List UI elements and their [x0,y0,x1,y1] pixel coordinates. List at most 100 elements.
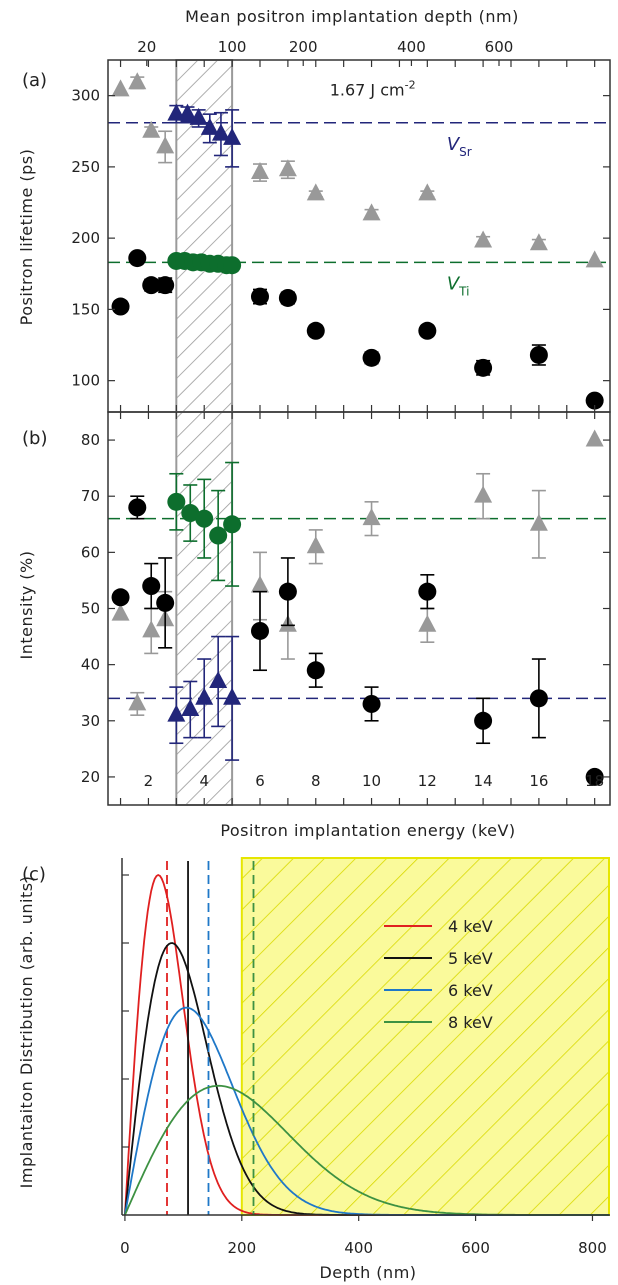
data-point-black [474,358,493,377]
data-point-black [474,711,493,730]
data-point-black [250,287,269,306]
fluence-annotation: 1.67 J cm-2 [330,79,416,100]
reference-label-Ti: VTi [447,273,470,298]
data-point-black [156,593,175,612]
data-point-grey [474,230,493,248]
panel-label-b: (b) [22,428,47,449]
data-point-black [111,297,130,316]
depth-tick-label: 600 [461,1239,490,1257]
y-tick-label: 100 [71,372,100,390]
depth-tick-label-top: 100 [218,38,247,56]
data-point-black [529,345,548,364]
data-point-grey [418,183,437,201]
data-point-grey [250,162,269,180]
data-point-green [223,515,242,534]
distribution-axis-label: Implantaiton Distribution (arb. units) [17,876,36,1189]
chart-panels: VSrVTi100150200250300203040506070801.67 … [71,38,611,1257]
y-tick-label: 70 [81,487,100,505]
depth-tick-label: 800 [578,1239,607,1257]
legend-label: 5 keV [448,949,493,968]
data-point-black [585,391,604,410]
data-point-green [209,526,228,545]
data-point-navy [178,103,197,121]
data-point-black [418,582,437,601]
data-point-grey [418,614,437,632]
intensity-axis-label: Intensity (%) [17,551,36,660]
data-point-grey [362,203,381,221]
reference-label-Sr: VSr [447,134,472,159]
data-point-navy [211,123,230,141]
y-tick-label: 200 [71,229,100,247]
energy-tick-label: 10 [362,772,381,790]
data-point-grey [306,183,325,201]
energy-tick-label: 8 [311,772,321,790]
data-point-navy [223,127,242,145]
data-point-green [195,509,214,528]
depth-tick-label: 0 [120,1239,130,1257]
data-point-navy [195,687,214,705]
hatched-band-b [175,411,234,806]
energy-tick-label: 4 [199,772,209,790]
shaded-region-hatch [240,857,610,1216]
energy-tick-label: 2 [144,772,154,790]
data-point-grey [585,250,604,268]
depth-tick-label-top: 600 [485,38,514,56]
data-point-black [585,767,604,786]
data-point-grey [156,136,175,154]
data-point-black [111,588,130,607]
depth-axis-label: Depth (nm) [319,1263,416,1282]
data-point-black [142,577,161,596]
data-point-navy [200,117,219,135]
y-tick-label: 150 [71,300,100,318]
data-point-grey [111,79,130,97]
lifetime-axis-label: Positron lifetime (ps) [17,149,36,326]
panel-label-c: (c) [22,864,46,885]
top-axis-label: Mean positron implantation depth (nm) [185,7,519,26]
energy-tick-label: 16 [529,772,548,790]
data-point-black [128,249,147,268]
data-point-grey [142,620,161,638]
data-point-black [250,621,269,640]
y-tick-label: 40 [81,656,100,674]
legend-label: 6 keV [448,981,493,1000]
depth-tick-label-top: 200 [289,38,318,56]
data-point-black [156,276,175,295]
energy-tick-label: 6 [255,772,265,790]
data-point-grey [278,159,297,177]
depth-tick-label: 200 [227,1239,256,1257]
data-point-navy [223,687,242,705]
data-point-black [128,498,147,517]
data-point-grey [250,575,269,593]
data-point-navy [181,699,200,717]
data-point-grey [142,120,161,138]
data-point-grey [474,485,493,503]
data-point-grey [362,508,381,526]
data-point-navy [209,670,228,688]
data-point-black [529,689,548,708]
data-point-grey [128,693,147,711]
data-point-black [418,321,437,340]
data-point-black [306,661,325,680]
data-point-grey [128,72,147,90]
depth-tick-label-top: 400 [397,38,426,56]
data-point-black [362,348,381,367]
data-point-navy [167,704,186,722]
data-point-black [278,582,297,601]
energy-tick-label: 12 [418,772,437,790]
data-point-grey [111,603,130,621]
energy-tick-label: 18 [585,772,604,790]
depth-tick-label-top: 20 [137,38,156,56]
energy-tick-label: 14 [474,772,493,790]
data-point-grey [529,513,548,531]
energy-axis-label: Positron implantation energy (keV) [220,821,515,840]
data-point-green [181,504,200,523]
data-point-grey [585,429,604,447]
legend-label: 4 keV [448,917,493,936]
data-point-green [167,492,186,511]
y-tick-label: 20 [81,768,100,786]
data-point-grey [529,233,548,251]
y-tick-label: 250 [71,158,100,176]
data-point-black [142,276,161,295]
y-tick-label: 30 [81,712,100,730]
